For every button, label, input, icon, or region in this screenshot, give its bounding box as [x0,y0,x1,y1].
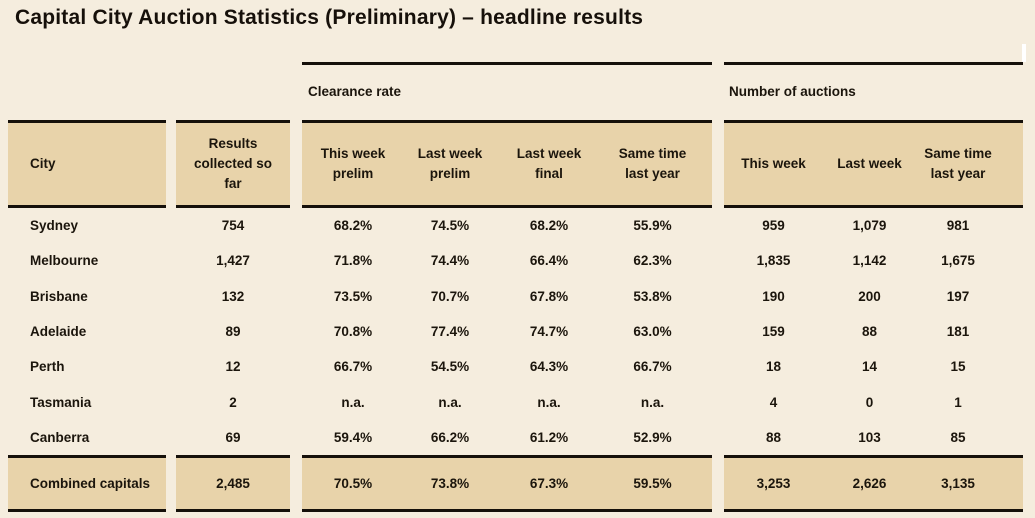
auctions-last-week-cell: 1,142 [852,253,887,269]
scrollbar-thumb[interactable] [1022,44,1026,62]
clearance-this-week-prelim-cell: 70.8% [333,324,373,340]
auctions-same-time-last-year-cell: 981 [946,218,970,234]
auctions-same-time-last-year-cell: 181 [946,324,970,340]
clearance-same-time-last-year-cell: 66.7% [633,359,672,375]
clearance-this-week-prelim-cell: 70.5% [302,455,404,512]
clearance-this-week-prelim-cell: 73.5% [333,288,373,304]
clearance-last-week-final-cell: 66.4% [529,253,569,269]
auctions-this-week-cell: 3,253 [724,455,823,512]
auctions-this-week-cell: 88 [765,429,782,445]
results-collected-cell: 132 [221,288,245,304]
results-collected-cell: 69 [225,429,241,445]
results-collected-cell: 89 [225,324,241,340]
column-header-same-time-last-year-auctions: Same time last year [922,120,1023,208]
table-row: Brisbane 132 73.5% 70.7% 67.8% 53.8% 190… [8,279,1023,314]
results-collected-cell: 1,427 [216,253,250,269]
table-row: Adelaide 89 70.8% 77.4% 74.7% 63.0% 159 … [8,314,1023,349]
city-cell: Melbourne [30,253,99,269]
table-row: Perth 12 66.7% 54.5% 64.3% 66.7% 18 14 1… [8,349,1023,384]
clearance-this-week-prelim-cell: 68.2% [333,218,373,234]
clearance-same-time-last-year-cell: n.a. [640,394,665,410]
clearance-same-time-last-year-cell: 63.0% [633,324,672,340]
auctions-last-week-cell: 200 [858,288,881,304]
results-collected-cell: 2 [229,394,237,410]
column-header-last-week-prelim: Last week prelim [404,120,506,208]
clearance-this-week-prelim-cell: 59.4% [333,429,373,445]
auctions-same-time-last-year-cell: 1 [954,394,962,410]
auctions-same-time-last-year-cell: 197 [946,288,970,304]
clearance-same-time-last-year-cell: 55.9% [633,218,672,234]
clearance-this-week-prelim-cell: n.a. [341,394,365,410]
table-body: Sydney 754 68.2% 74.5% 68.2% 55.9% 959 1… [8,208,1023,455]
auctions-same-time-last-year-cell: 85 [950,429,966,445]
auctions-last-week-cell: 0 [865,394,874,410]
clearance-last-week-final-cell: 67.8% [529,288,569,304]
auctions-this-week-cell: 18 [765,359,782,375]
clearance-last-week-prelim-cell: 66.2% [430,429,470,445]
auctions-this-week-cell: 1,835 [756,253,791,269]
column-group-header-row: Clearance rate Number of auctions [8,62,1023,99]
auctions-same-time-last-year-cell: 1,675 [941,253,975,269]
auctions-this-week-cell: 159 [762,324,785,340]
auctions-last-week-cell: 14 [861,359,878,375]
auctions-this-week-cell: 959 [762,218,785,234]
auctions-this-week-cell: 190 [762,288,785,304]
city-cell: Adelaide [30,324,87,340]
results-collected-cell: 754 [221,218,245,234]
clearance-last-week-prelim-cell: n.a. [438,394,462,410]
clearance-same-time-last-year-cell: 59.5% [609,455,712,512]
auctions-this-week-cell: 4 [769,394,778,410]
clearance-last-week-final-cell: 68.2% [529,218,569,234]
clearance-last-week-final-cell: n.a. [537,394,561,410]
city-cell: Brisbane [30,288,88,304]
clearance-last-week-prelim-cell: 77.4% [430,324,470,340]
auctions-last-week-cell: 1,079 [852,218,887,234]
clearance-same-time-last-year-cell: 53.8% [633,288,672,304]
city-cell: Perth [30,359,65,375]
clearance-last-week-prelim-cell: 74.5% [430,218,470,234]
auctions-last-week-cell: 88 [861,324,878,340]
table-row: Sydney 754 68.2% 74.5% 68.2% 55.9% 959 1… [8,208,1023,243]
table-row: Tasmania 2 n.a. n.a. n.a. n.a. 4 0 1 [8,384,1023,419]
table-row: Canberra 69 59.4% 66.2% 61.2% 52.9% 88 1… [8,420,1023,455]
auctions-same-time-last-year-cell: 3,135 [922,455,1023,512]
clearance-last-week-prelim-cell: 54.5% [430,359,470,375]
column-header-city: City [8,120,166,208]
column-header-this-week-auctions: This week [724,120,823,208]
table-row: Melbourne 1,427 71.8% 74.4% 66.4% 62.3% … [8,243,1023,278]
page-title: Capital City Auction Statistics (Prelimi… [15,6,644,29]
clearance-last-week-final-cell: 61.2% [529,429,569,445]
column-header-results-collected: Results collected so far [176,120,290,208]
auctions-last-week-cell: 103 [858,429,881,445]
auctions-last-week-cell: 2,626 [823,455,922,512]
clearance-last-week-prelim-cell: 74.4% [430,253,470,269]
clearance-last-week-prelim-cell: 70.7% [430,288,470,304]
results-collected-cell: 12 [225,359,241,375]
clearance-last-week-final-cell: 67.3% [506,455,609,512]
combined-capitals-row: Combined capitals 2,485 70.5% 73.8% 67.3… [8,455,1023,512]
table-header-row: City Results collected so far This week … [8,120,1023,208]
clearance-this-week-prelim-cell: 71.8% [333,253,373,269]
clearance-last-week-final-cell: 74.7% [529,324,569,340]
clearance-last-week-prelim-cell: 73.8% [404,455,506,512]
column-header-same-time-last-year-clearance: Same time last year [609,120,712,208]
city-cell: Tasmania [30,394,92,410]
column-header-last-week-auctions: Last week [823,120,922,208]
column-header-this-week-prelim: This week prelim [302,120,404,208]
auctions-same-time-last-year-cell: 15 [950,359,966,375]
city-cell: Canberra [30,429,90,445]
clearance-last-week-final-cell: 64.3% [529,359,569,375]
combined-capitals-label: Combined capitals [8,455,166,512]
city-cell: Sydney [30,218,79,234]
group-header-clearance-rate: Clearance rate [302,62,712,99]
clearance-this-week-prelim-cell: 66.7% [333,359,373,375]
clearance-same-time-last-year-cell: 52.9% [633,429,672,445]
column-header-last-week-final: Last week final [506,120,609,208]
clearance-same-time-last-year-cell: 62.3% [633,253,672,269]
results-collected-cell: 2,485 [176,455,290,512]
group-header-number-of-auctions: Number of auctions [724,62,1023,99]
